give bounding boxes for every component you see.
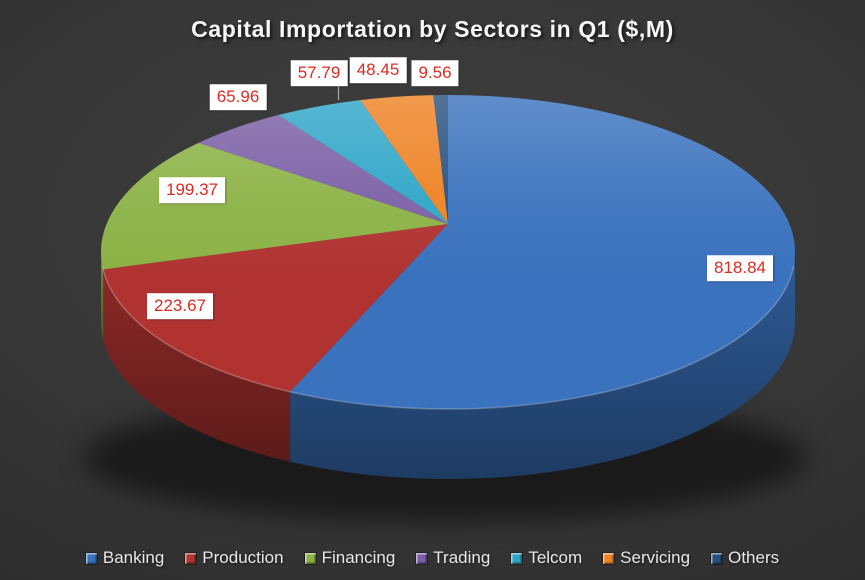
data-label-servicing: 48.45: [349, 57, 407, 83]
legend-marker-banking: [84, 551, 98, 565]
legend-item-telcom: Telcom: [510, 548, 583, 568]
legend-item-financing: Financing: [303, 548, 396, 568]
pie-side-production: [103, 269, 291, 462]
chart-title: Capital Importation by Sectors in Q1 ($,…: [191, 16, 674, 42]
legend-marker-others: [710, 551, 724, 565]
legend: Banking Production Financing Trading Telcom S…: [0, 548, 865, 568]
legend-item-others: Others: [710, 548, 780, 568]
data-label-others: 9.56: [411, 60, 459, 86]
data-label-banking: 818.84: [707, 255, 773, 281]
legend-label-banking: Banking: [102, 548, 165, 567]
legend-label-others: Others: [728, 548, 780, 567]
legend-label-telcom: Telcom: [528, 548, 583, 567]
legend-marker-financing: [303, 551, 317, 565]
legend-label-production: Production: [202, 548, 284, 567]
legend-marker-production: [184, 551, 198, 565]
data-label-telcom: 57.79: [290, 60, 348, 86]
legend-item-production: Production: [184, 548, 284, 568]
rim-highlight: [101, 265, 795, 410]
pie-side-banking: [290, 252, 795, 479]
legend-marker-trading: [415, 551, 429, 565]
legend-label-servicing: Servicing: [620, 548, 691, 567]
legend-label-trading: Trading: [433, 548, 491, 567]
pie-side-financing: [101, 252, 104, 340]
data-label-trading: 65.96: [209, 84, 267, 110]
pie-gloss: [101, 95, 795, 409]
legend-item-trading: Trading: [415, 548, 491, 568]
legend-marker-telcom: [510, 551, 524, 565]
data-label-production: 223.67: [147, 293, 213, 319]
legend-item-banking: Banking: [84, 548, 165, 568]
legend-item-servicing: Servicing: [602, 548, 691, 568]
data-label-financing: 199.37: [159, 177, 225, 203]
legend-marker-servicing: [602, 551, 616, 565]
legend-label-financing: Financing: [321, 548, 396, 567]
